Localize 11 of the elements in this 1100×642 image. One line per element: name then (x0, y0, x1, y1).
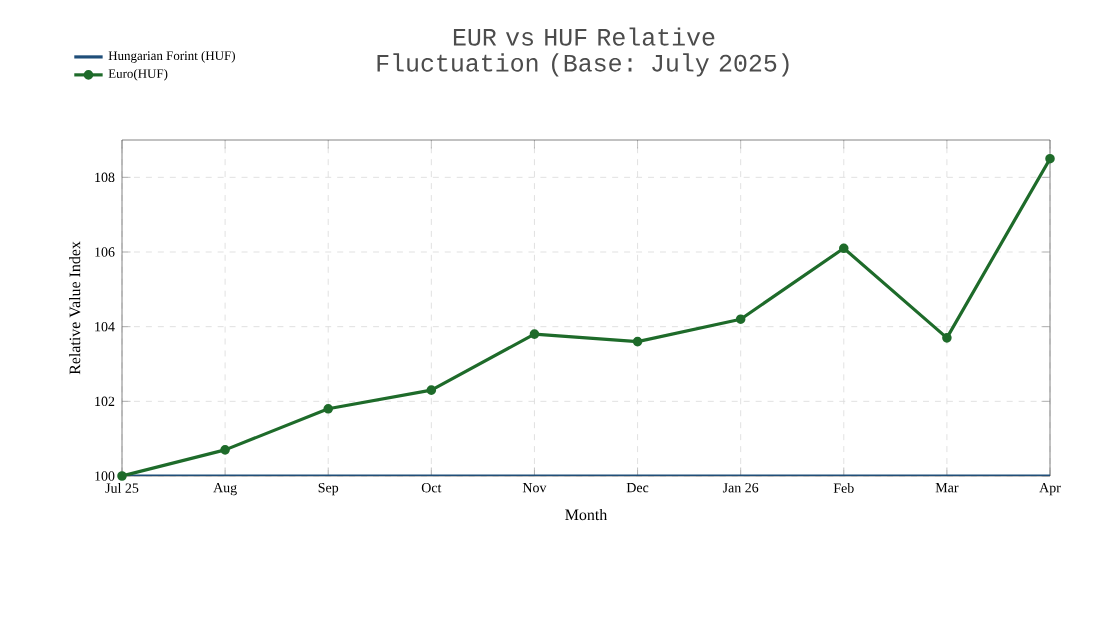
point (632, 336, 643, 347)
point (1045, 153, 1055, 164)
point (220, 445, 230, 455)
point (735, 314, 746, 324)
chart-title: EUR vs HUF Relative Fluctuation (Base: July 2025) (377, 27, 789, 77)
point (426, 385, 437, 395)
point (942, 333, 952, 343)
point (323, 404, 334, 414)
point (838, 243, 849, 254)
point (529, 329, 540, 339)
point (117, 471, 127, 481)
